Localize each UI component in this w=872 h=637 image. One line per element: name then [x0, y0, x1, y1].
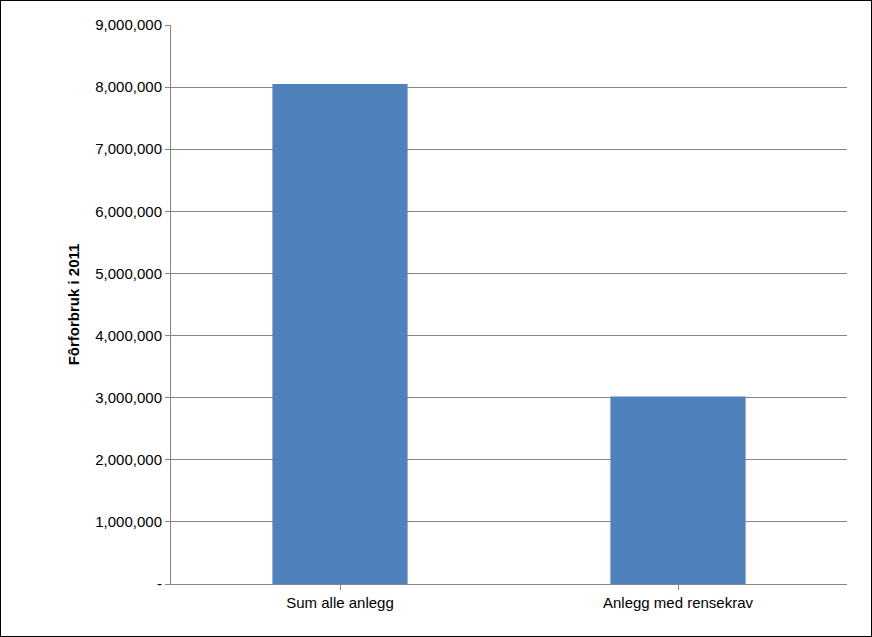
svg-text:4,000,000: 4,000,000	[95, 327, 162, 344]
svg-text:2,000,000: 2,000,000	[95, 451, 162, 468]
svg-text:5,000,000: 5,000,000	[95, 265, 162, 282]
svg-text:3,000,000: 3,000,000	[95, 389, 162, 406]
svg-text:1,000,000: 1,000,000	[95, 513, 162, 530]
svg-text:8,000,000: 8,000,000	[95, 78, 162, 95]
svg-text:Sum alle anlegg: Sum alle anlegg	[286, 594, 394, 611]
svg-text:7,000,000: 7,000,000	[95, 140, 162, 157]
svg-text:9,000,000: 9,000,000	[95, 16, 162, 33]
svg-text:Fôrforbruk i 2011: Fôrforbruk i 2011	[65, 244, 82, 366]
svg-text:6,000,000: 6,000,000	[95, 203, 162, 220]
svg-text:-: -	[157, 575, 162, 592]
svg-text:Anlegg med rensekrav: Anlegg med rensekrav	[603, 594, 754, 611]
